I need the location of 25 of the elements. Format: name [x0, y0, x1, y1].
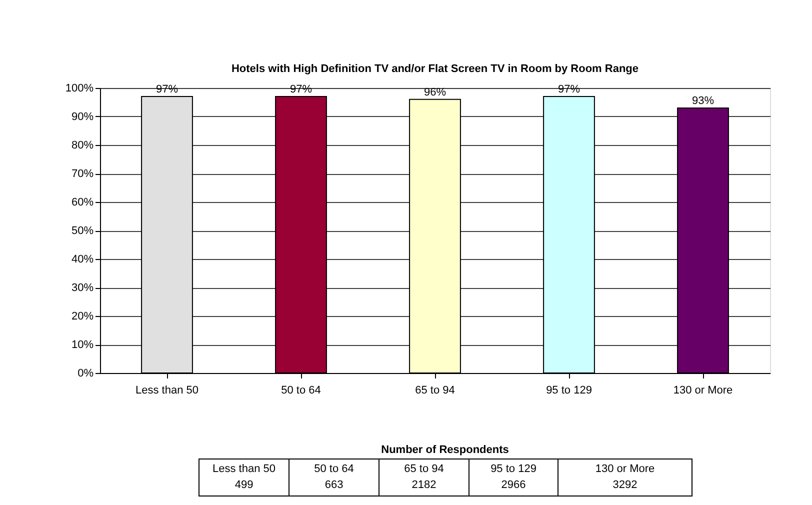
text: Less than 50 499: [212, 463, 276, 491]
y-tick-label: 0%: [78, 368, 94, 380]
x-tick-label: 95 to 129: [546, 384, 592, 396]
y-tick-label: 90%: [71, 111, 94, 123]
y-tick-label: 80%: [71, 140, 94, 152]
y-tick-label: 30%: [71, 282, 94, 294]
x-tick-label: Less than 50: [136, 384, 198, 396]
y-tick-label: 50%: [71, 225, 94, 237]
x-tick-label: 50 to 64: [281, 384, 321, 396]
y-tick-label: 100%: [65, 82, 94, 94]
x-tick-label: 65 to 94: [415, 384, 455, 396]
text: 50 to 64 663: [314, 463, 354, 491]
y-tick-label: 20%: [71, 310, 94, 322]
y-tick-label: 40%: [71, 254, 94, 266]
y-tick-label: 60%: [71, 196, 94, 208]
text: 130 or More 3292: [595, 463, 655, 491]
text: Number of Respondents: [381, 444, 509, 456]
y-tick-label: 10%: [71, 339, 94, 351]
text: 95 to 129 2966: [490, 463, 536, 491]
data-label: 93%: [692, 94, 714, 107]
y-tick-label: 70%: [71, 168, 94, 180]
text: 65 to 94 2182: [404, 463, 444, 491]
data-label: 96%: [424, 86, 446, 98]
chart-title: Hotels with High Definition TV and/or Flat Screen TV in Room by Room Range: [231, 63, 639, 75]
x-tick-label: 130 or More: [673, 384, 733, 396]
